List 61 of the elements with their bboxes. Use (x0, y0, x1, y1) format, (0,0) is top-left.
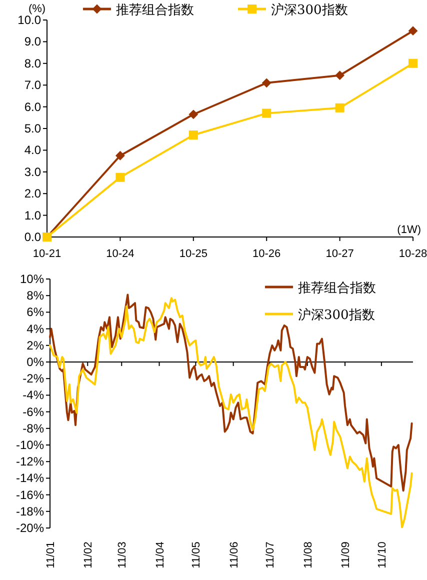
x-tick-label: 10-25 (179, 248, 208, 260)
y-tick-label: 7.0 (24, 78, 42, 92)
x-tick-label: 11/01 (45, 542, 57, 568)
x-tick-label: 11/10 (376, 542, 388, 568)
x-tick-label: 10-24 (106, 248, 134, 260)
y-tick-label: -10% (16, 438, 44, 452)
y-tick-label: 2.0 (24, 186, 42, 201)
x-tick-label: 11/04 (154, 542, 166, 568)
y-tick-label: 2% (26, 338, 44, 352)
point (335, 70, 344, 80)
legend-label: 沪深300指数 (298, 307, 375, 323)
line-series (49, 294, 413, 492)
point (188, 110, 198, 119)
point (116, 172, 125, 182)
y-tick-label: 4.0 (24, 143, 42, 158)
y-axis-title: (%) (28, 3, 46, 15)
y-tick-label: 4% (26, 322, 44, 336)
x-tick-label: 10-28 (398, 248, 427, 260)
y-tick-label: 8.0 (24, 56, 42, 70)
point (262, 108, 272, 118)
legend-label: 推荐组合指数 (298, 281, 376, 296)
point (335, 103, 344, 112)
x-tick-label: 11/07 (264, 542, 277, 568)
line-series (49, 297, 413, 528)
legend-label: 推荐组合指数 (116, 3, 194, 18)
y-tick-label: -20% (16, 521, 44, 535)
y-tick-label: 6% (26, 305, 44, 320)
y-tick-label: -14% (16, 471, 44, 486)
x-tick-label: 10-21 (32, 248, 62, 260)
y-tick-label: 5.0 (24, 122, 42, 136)
x-tick-label: 11/08 (302, 542, 314, 568)
y-tick-label: -18% (16, 504, 44, 518)
y-tick-label: -16% (16, 488, 44, 502)
y-tick-label: -6% (22, 404, 44, 419)
y-tick-label: 6.0 (24, 100, 42, 114)
y-tick-label: -4% (22, 388, 44, 402)
point (408, 26, 418, 36)
y-tick-label: -12% (16, 454, 44, 469)
x-tick-label: 11/05 (190, 542, 203, 568)
y-tick-label: -2% (22, 372, 44, 386)
x-tick-label: 11/06 (228, 542, 240, 568)
y-tick-label: 0% (26, 355, 44, 369)
y-tick-label: 9.0 (24, 34, 42, 49)
legend-label: 沪深300指数 (271, 2, 348, 18)
y-tick-label: 10% (20, 272, 44, 286)
x-tick-label: 10-27 (326, 248, 354, 260)
y-tick-label: 1.0 (24, 208, 42, 222)
x-tick-label: 11/02 (82, 542, 95, 568)
point (262, 78, 272, 88)
point (116, 151, 125, 160)
y-tick-label: 3.0 (24, 164, 42, 179)
point (408, 58, 418, 68)
x-axis-title: (1W) (397, 224, 421, 236)
point (188, 130, 198, 140)
x-tick-label: 11/03 (116, 542, 129, 568)
y-tick-label: 10.0 (18, 13, 42, 27)
x-tick-label: 10-26 (252, 248, 281, 260)
y-tick-label: -8% (22, 421, 44, 436)
y-tick-label: 0.0 (24, 230, 42, 244)
x-tick-label: 11/09 (340, 542, 352, 568)
y-tick-label: 8% (26, 288, 44, 303)
